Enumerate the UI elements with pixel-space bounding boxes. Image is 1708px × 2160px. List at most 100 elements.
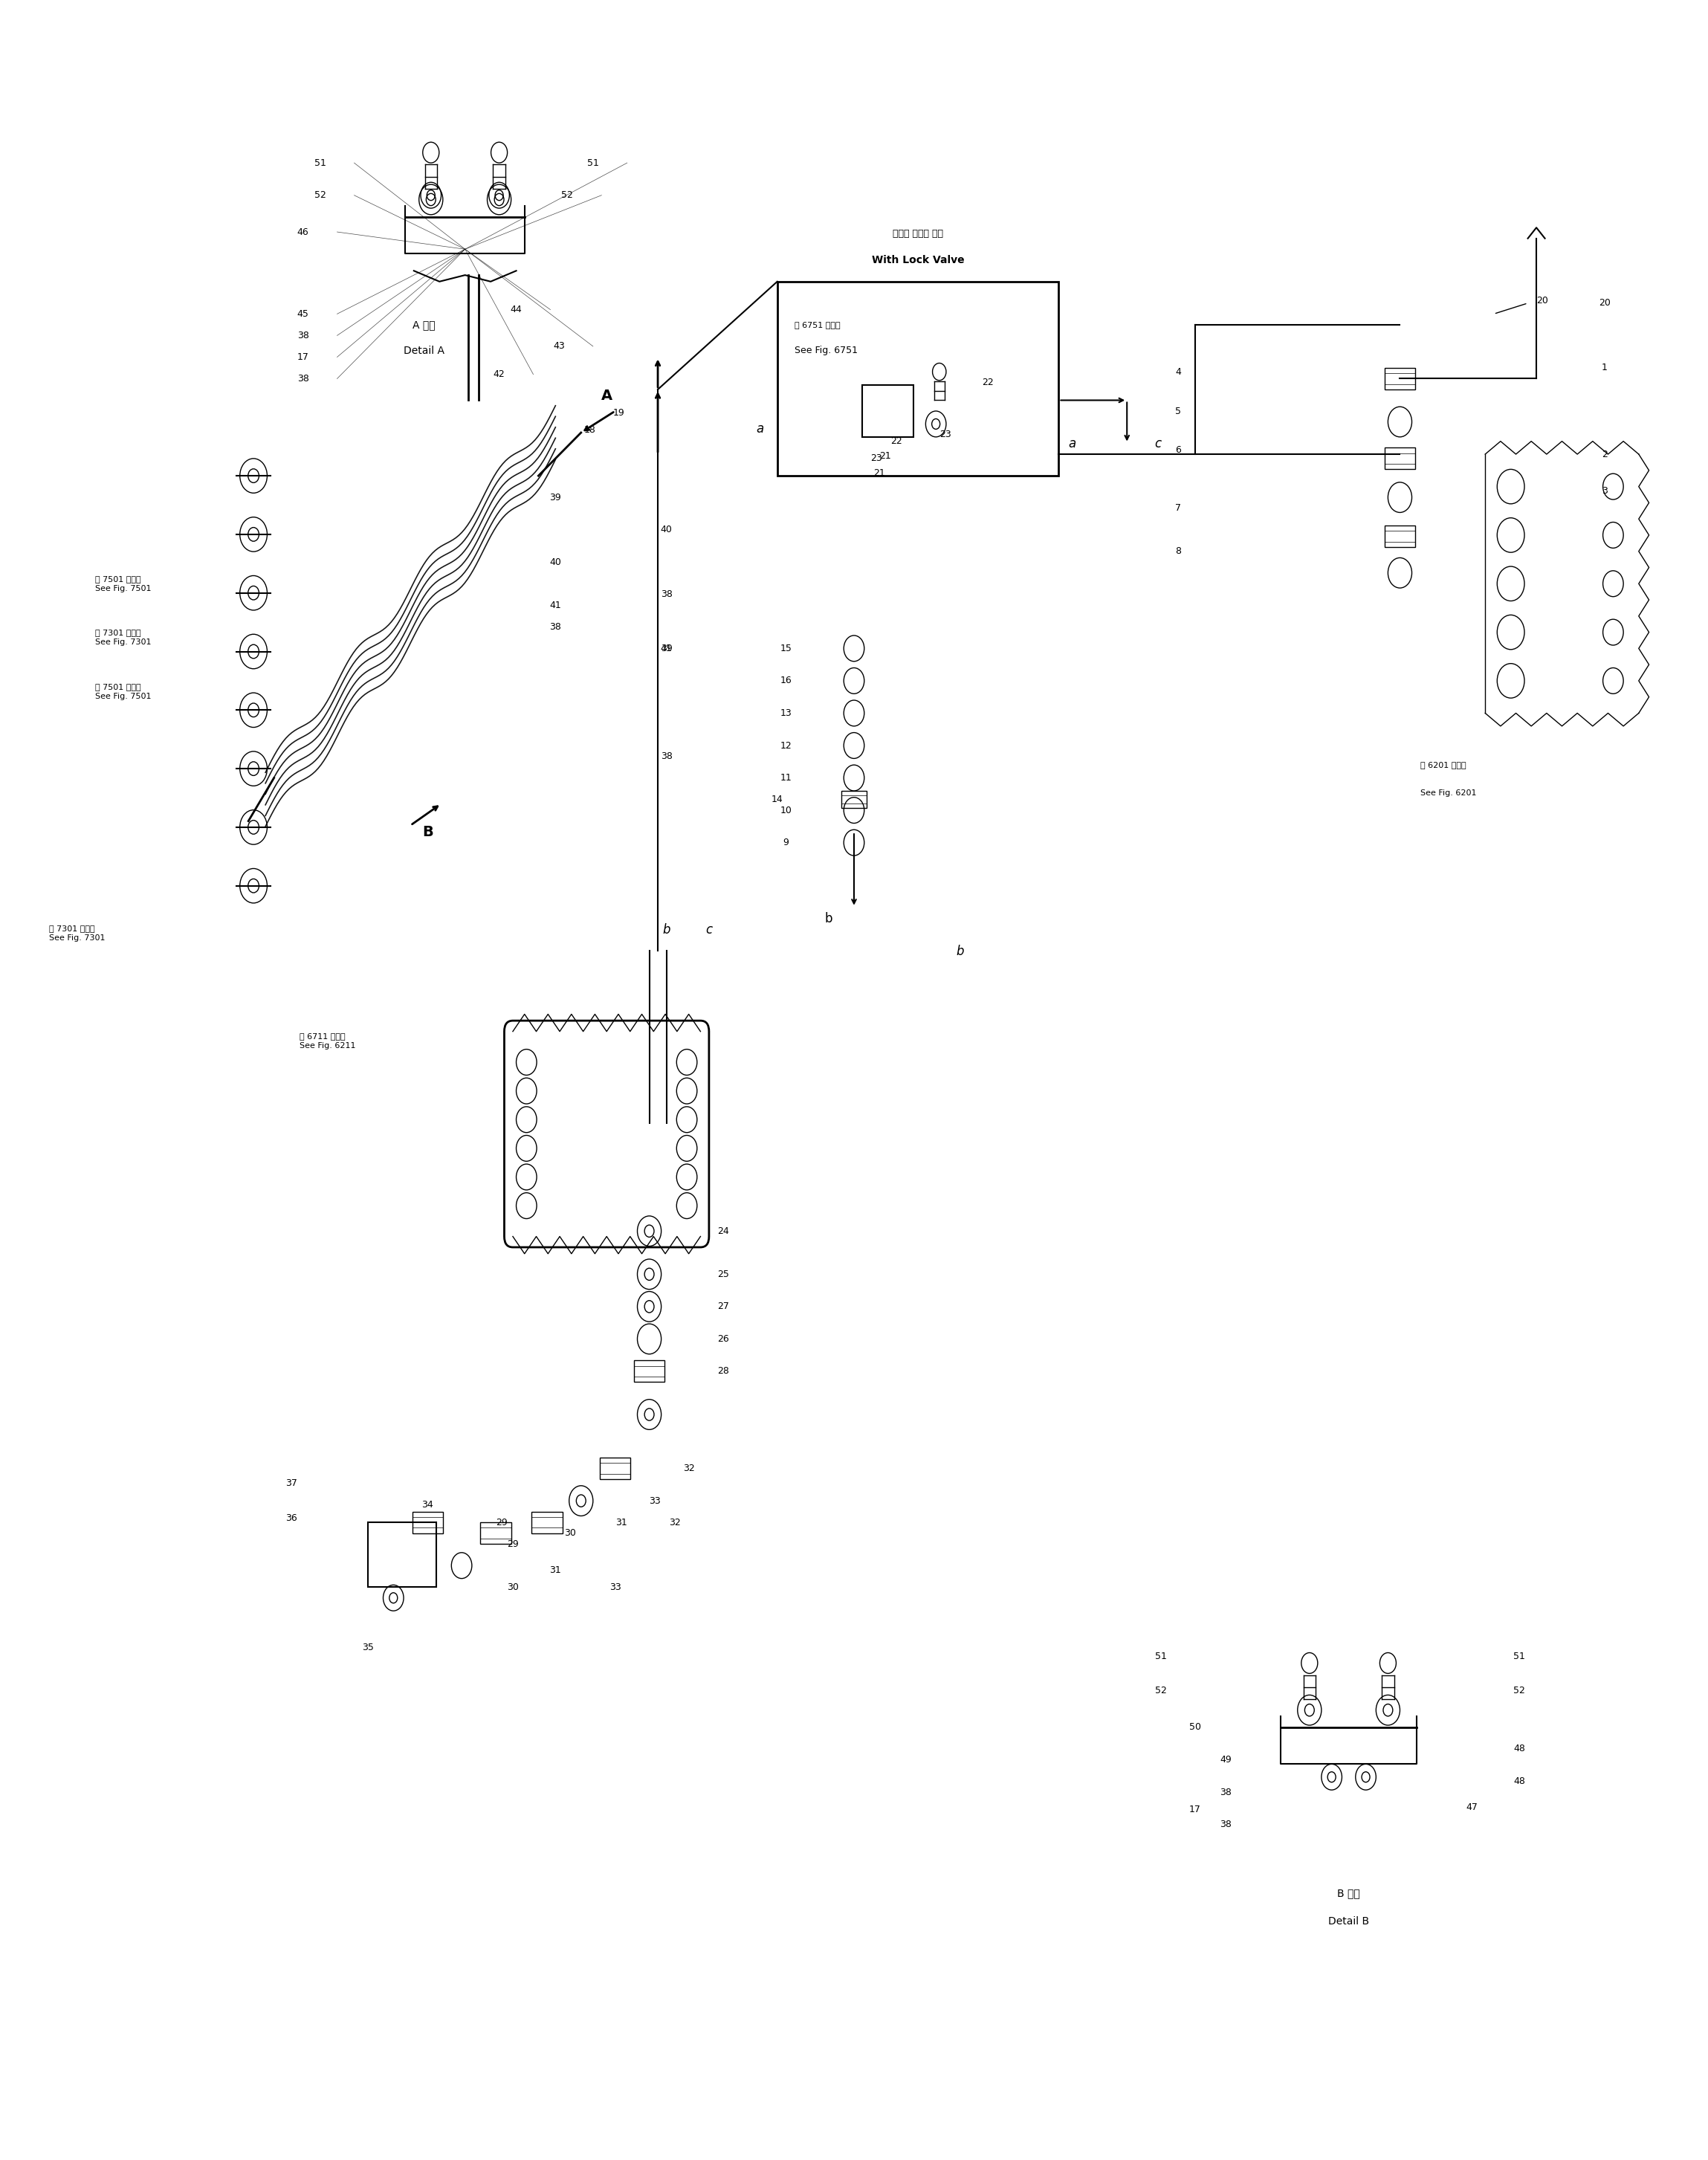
Text: 17: 17 xyxy=(297,352,309,363)
Text: 第 7501 図参照
See Fig. 7501: 第 7501 図参照 See Fig. 7501 xyxy=(96,575,150,592)
Text: 32: 32 xyxy=(670,1518,681,1527)
Bar xyxy=(634,1361,664,1382)
Text: 48: 48 xyxy=(1513,1776,1525,1786)
Text: Detail A: Detail A xyxy=(403,346,444,356)
Bar xyxy=(600,1458,630,1480)
Text: 13: 13 xyxy=(781,708,791,717)
Bar xyxy=(1385,447,1416,469)
Text: 第 6201 図参照: 第 6201 図参照 xyxy=(1421,760,1465,769)
Text: 38: 38 xyxy=(297,330,309,341)
Bar xyxy=(367,1523,436,1588)
Text: 44: 44 xyxy=(511,305,523,315)
Text: 48: 48 xyxy=(1513,1743,1525,1754)
Text: 41: 41 xyxy=(550,600,562,609)
Text: 50: 50 xyxy=(1189,1722,1201,1732)
Text: 36: 36 xyxy=(285,1514,297,1523)
Text: A 詳細: A 詳細 xyxy=(413,320,436,330)
Text: b: b xyxy=(956,944,963,957)
Text: 29: 29 xyxy=(495,1518,507,1527)
Text: 51: 51 xyxy=(1513,1652,1525,1661)
Text: 52: 52 xyxy=(1155,1685,1167,1696)
Text: 21: 21 xyxy=(880,451,892,460)
Text: 51: 51 xyxy=(1155,1652,1167,1661)
Text: 12: 12 xyxy=(781,741,791,750)
Text: 38: 38 xyxy=(661,752,673,760)
Text: 第 7301 図参照
See Fig. 7301: 第 7301 図参照 See Fig. 7301 xyxy=(96,629,150,646)
Text: 23: 23 xyxy=(871,454,881,462)
Text: 41: 41 xyxy=(661,644,673,652)
Text: 33: 33 xyxy=(610,1583,622,1592)
Text: 29: 29 xyxy=(507,1540,519,1549)
Text: 20: 20 xyxy=(1599,298,1611,309)
Text: 16: 16 xyxy=(781,676,791,685)
Text: 25: 25 xyxy=(717,1270,729,1279)
Text: 38: 38 xyxy=(1220,1786,1231,1797)
Text: 10: 10 xyxy=(781,806,793,814)
Text: 7: 7 xyxy=(1175,503,1182,512)
Text: 23: 23 xyxy=(939,430,951,438)
Text: 51: 51 xyxy=(314,158,326,168)
Text: 39: 39 xyxy=(661,644,673,652)
Text: With Lock Valve: With Lock Valve xyxy=(871,255,965,266)
Text: 31: 31 xyxy=(615,1518,627,1527)
Text: 26: 26 xyxy=(717,1335,729,1344)
Text: 40: 40 xyxy=(661,525,673,534)
Text: 39: 39 xyxy=(550,492,562,501)
Bar xyxy=(412,1512,442,1534)
Text: 47: 47 xyxy=(1465,1801,1477,1812)
Text: a: a xyxy=(757,421,763,436)
Text: 20: 20 xyxy=(1537,296,1547,305)
Text: 24: 24 xyxy=(717,1227,729,1236)
Text: 38: 38 xyxy=(297,374,309,384)
Text: 21: 21 xyxy=(874,469,885,477)
Text: Detail B: Detail B xyxy=(1329,1916,1370,1927)
Text: 42: 42 xyxy=(494,369,506,380)
Text: 9: 9 xyxy=(782,838,789,847)
Text: 32: 32 xyxy=(683,1464,695,1473)
Text: 8: 8 xyxy=(1175,546,1182,555)
Text: 38: 38 xyxy=(661,590,673,598)
Text: 40: 40 xyxy=(550,557,562,566)
Text: 30: 30 xyxy=(564,1529,576,1538)
Text: 37: 37 xyxy=(285,1480,297,1488)
Text: 22: 22 xyxy=(892,436,902,445)
Text: 22: 22 xyxy=(982,378,994,387)
Text: See Fig. 6751: See Fig. 6751 xyxy=(794,346,857,356)
Text: 46: 46 xyxy=(297,227,309,238)
Text: 3: 3 xyxy=(1602,486,1607,495)
Text: B 詳細: B 詳細 xyxy=(1337,1888,1360,1899)
Text: 31: 31 xyxy=(550,1566,562,1575)
Text: b: b xyxy=(663,922,670,935)
Text: A: A xyxy=(601,389,611,404)
Text: ロック バルブ 付き: ロック バルブ 付き xyxy=(893,229,943,240)
Text: c: c xyxy=(1155,436,1161,451)
Text: See Fig. 6201: See Fig. 6201 xyxy=(1421,788,1476,797)
Text: b: b xyxy=(825,912,832,924)
Bar xyxy=(863,384,914,436)
Text: 第 6711 図参照
See Fig. 6211: 第 6711 図参照 See Fig. 6211 xyxy=(299,1032,355,1050)
Text: 34: 34 xyxy=(422,1501,434,1510)
Text: B: B xyxy=(422,825,434,838)
Text: 第 6751 図参照: 第 6751 図参照 xyxy=(794,322,840,328)
Text: 49: 49 xyxy=(1220,1754,1231,1765)
Text: 28: 28 xyxy=(717,1367,729,1376)
Text: 5: 5 xyxy=(1175,406,1182,417)
Text: 15: 15 xyxy=(781,644,793,652)
Text: 4: 4 xyxy=(1175,367,1180,378)
Text: 11: 11 xyxy=(781,773,791,782)
Bar xyxy=(480,1523,511,1544)
Text: 43: 43 xyxy=(553,341,565,352)
Bar xyxy=(531,1512,562,1534)
Text: 17: 17 xyxy=(1189,1804,1201,1814)
Text: 38: 38 xyxy=(550,622,562,631)
Text: 19: 19 xyxy=(613,408,625,417)
Text: a: a xyxy=(1069,436,1076,451)
Text: 1: 1 xyxy=(1602,363,1607,374)
Text: 14: 14 xyxy=(772,795,782,804)
Text: 52: 52 xyxy=(562,190,574,201)
Text: 2: 2 xyxy=(1602,449,1607,460)
Text: 30: 30 xyxy=(507,1583,519,1592)
Bar xyxy=(842,791,866,808)
Text: 52: 52 xyxy=(1513,1685,1525,1696)
Text: 第 7301 図参照
See Fig. 7301: 第 7301 図参照 See Fig. 7301 xyxy=(50,924,104,942)
